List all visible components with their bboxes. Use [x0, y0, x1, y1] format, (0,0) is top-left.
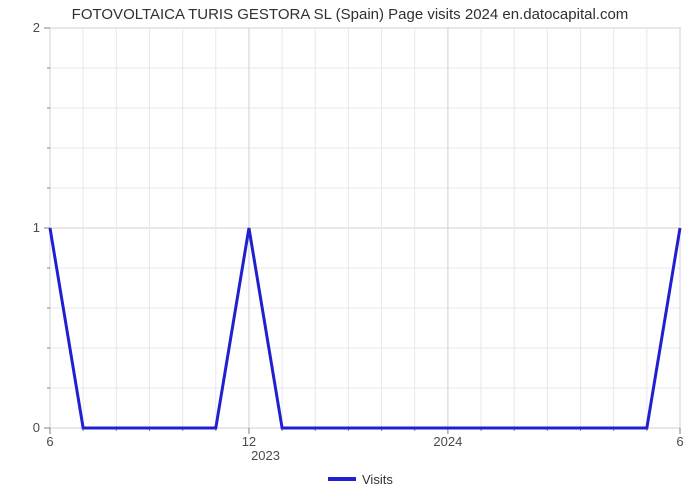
ytick-label: 1 [33, 220, 40, 235]
chart-title: FOTOVOLTAICA TURIS GESTORA SL (Spain) Pa… [0, 6, 700, 23]
chart-bg [0, 0, 700, 500]
xtick-label: 2024 [433, 434, 462, 449]
ytick-label: 0 [33, 420, 40, 435]
xtick-label: 12 [242, 434, 256, 449]
legend-label: Visits [362, 472, 393, 487]
legend-swatch [328, 477, 356, 481]
xtick-label: 6 [676, 434, 683, 449]
chart-svg: 012612202462023Visits [0, 0, 700, 500]
xtick-secondary-label: 2023 [251, 448, 280, 463]
xtick-label: 6 [46, 434, 53, 449]
chart-container: FOTOVOLTAICA TURIS GESTORA SL (Spain) Pa… [0, 0, 700, 500]
